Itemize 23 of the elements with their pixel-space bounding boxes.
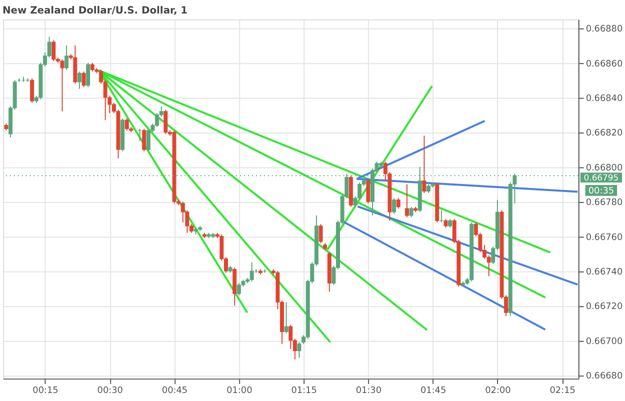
x-tick-label: 00:45 (162, 386, 188, 396)
x-tick-label: 01:30 (356, 386, 382, 396)
x-tick-label: 02:00 (485, 386, 512, 396)
x-tick-label: 01:15 (291, 386, 317, 396)
y-tick-label: 0.66740 (586, 267, 623, 278)
y-tick-label: 0.66720 (586, 302, 623, 312)
y-tick-label: 0.66840 (586, 94, 623, 104)
y-tick-label: 0.66680 (586, 372, 623, 382)
y-tick-label: 0.66880 (586, 24, 623, 35)
x-tick-label: 00:30 (97, 386, 124, 396)
x-tick-label: 00:15 (32, 386, 58, 396)
x-tick-label: 01:45 (420, 386, 446, 396)
x-tick-label: 02:15 (550, 386, 576, 396)
y-tick-label: 0.66780 (586, 198, 623, 208)
y-tick-label: 0.66760 (586, 232, 623, 243)
y-tick-label: 0.66860 (586, 59, 623, 70)
text: 00:35 (588, 186, 614, 196)
y-tick-label: 0.66700 (586, 336, 623, 347)
x-tick-label: 01:00 (226, 386, 253, 396)
chart-title: New Zealand Dollar/U.S. Dollar, 1 (2, 5, 188, 16)
y-tick-label: 0.66820 (586, 128, 623, 139)
y-tick-label: 0.66800 (586, 163, 623, 174)
ref-line-label: 0.66795 (584, 172, 619, 183)
